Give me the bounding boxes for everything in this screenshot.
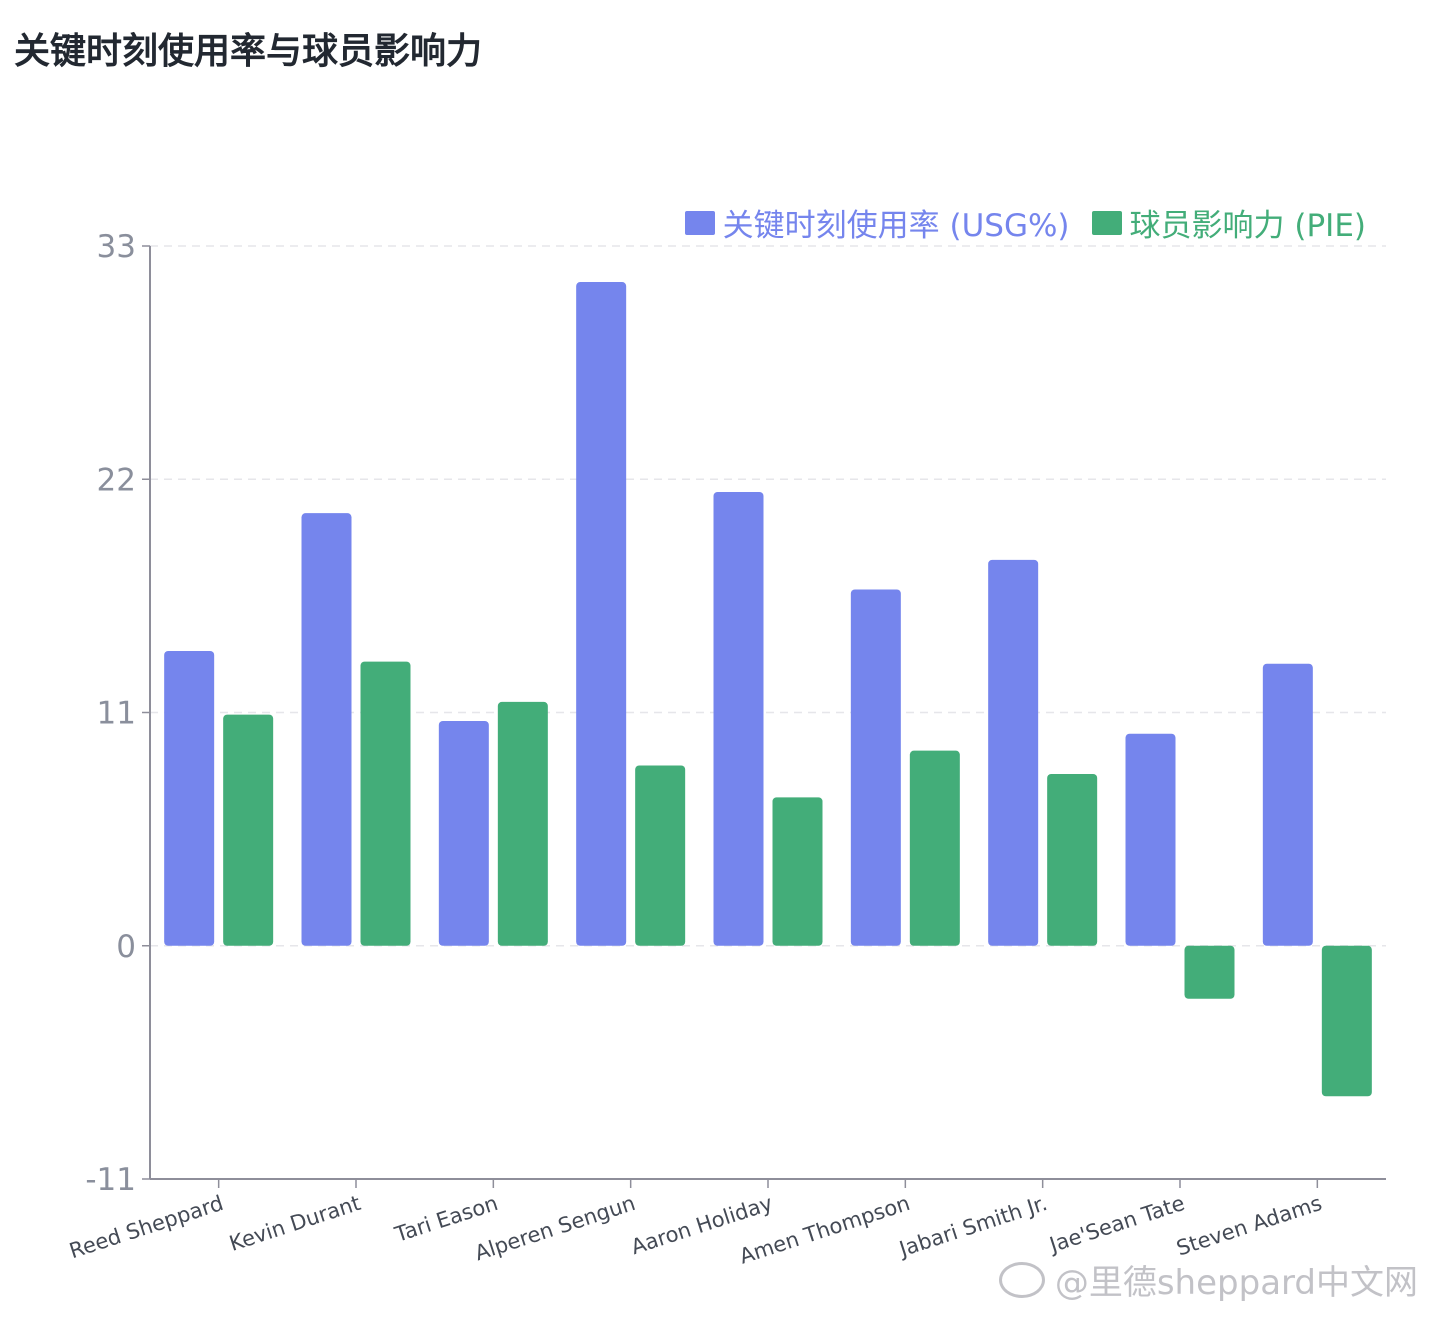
bar-usg — [713, 491, 764, 946]
watermark: @里德sheppard中文网 — [998, 1255, 1418, 1304]
weibo-icon — [998, 1261, 1045, 1298]
legend-label-pie: 球员影响力 (PIE) — [1129, 208, 1366, 244]
x-tick-label: Kevin Durant — [226, 1191, 363, 1256]
bar-usg — [1125, 733, 1176, 946]
x-tick-label: Jabari Smith Jr. — [895, 1191, 1051, 1262]
legend-label-usg: 关键时刻使用率 (USG%) — [722, 208, 1070, 244]
bar-usg — [164, 651, 215, 946]
bar-pie — [497, 701, 548, 946]
watermark-text: @里德sheppard中文网 — [1054, 1263, 1418, 1303]
bar-usg — [1262, 663, 1313, 946]
bar-pie — [360, 661, 411, 946]
legend-swatch-pie — [1091, 210, 1122, 235]
bar-pie — [1321, 945, 1372, 1097]
x-tick-label: Steven Adams — [1173, 1191, 1324, 1261]
bar-usg — [301, 513, 352, 946]
y-tick-label: 11 — [97, 696, 136, 732]
x-tick-label: Jae'Sean Tate — [1045, 1191, 1188, 1258]
bar-pie — [635, 765, 686, 946]
y-tick-label: -11 — [85, 1162, 136, 1198]
bar-pie — [909, 750, 960, 946]
bar-pie — [772, 797, 823, 946]
bar-usg — [988, 559, 1039, 946]
bar-usg — [438, 720, 489, 946]
bar-pie — [1047, 773, 1098, 946]
bar-usg — [576, 282, 627, 946]
y-tick-label: 33 — [97, 229, 136, 265]
y-tick-label: 22 — [97, 462, 136, 498]
chart-legend: 关键时刻使用率 (USG%) 球员影响力 (PIE) — [663, 200, 1366, 245]
y-tick-label: 0 — [116, 929, 136, 965]
legend-item-usg[interactable]: 关键时刻使用率 (USG%) — [684, 200, 1070, 245]
bar-pie — [223, 714, 274, 946]
bar-pie — [1184, 945, 1235, 999]
x-tick-label: Reed Sheppard — [66, 1191, 226, 1263]
legend-swatch-usg — [684, 210, 715, 235]
legend-item-pie[interactable]: 球员影响力 (PIE) — [1091, 200, 1366, 245]
chart-title: 关键时刻使用率与球员影响力 — [14, 31, 483, 72]
bar-usg — [850, 589, 901, 946]
